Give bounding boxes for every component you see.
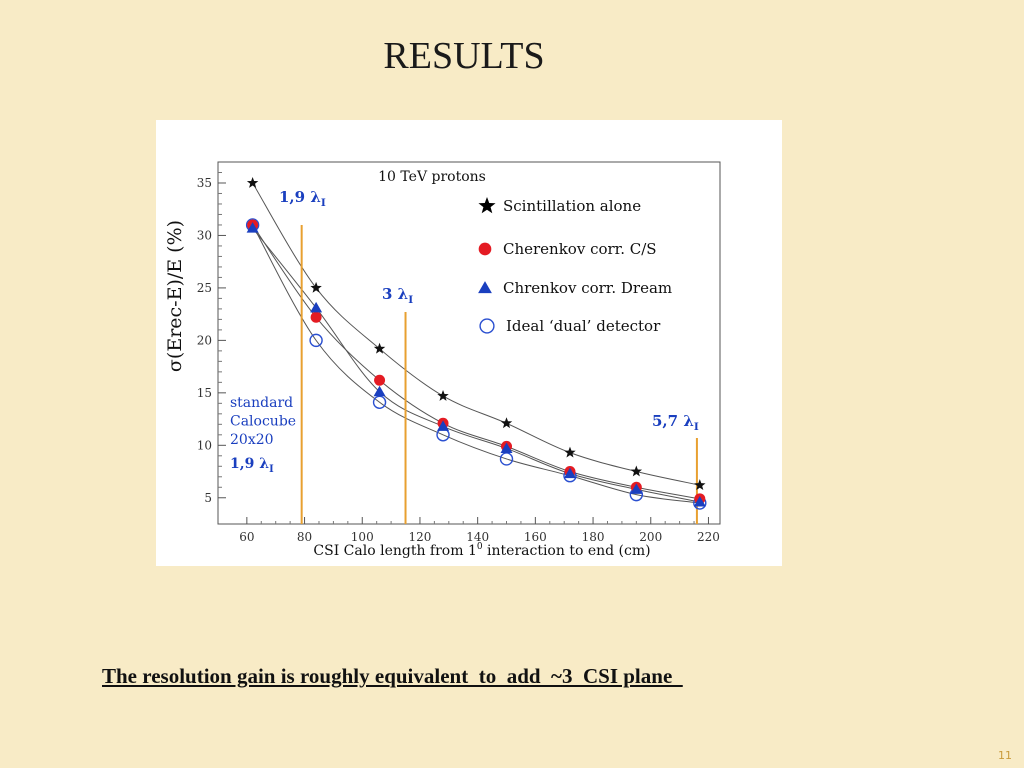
annotation-standard-calocube-line: Calocube — [230, 414, 296, 430]
data-point-triangle — [246, 222, 259, 233]
y-tick-label: 10 — [197, 438, 212, 452]
y-tick-label: 20 — [197, 333, 212, 347]
data-point-triangle — [563, 467, 576, 479]
annotation-standard-calocube-line: standard — [230, 395, 293, 411]
footer-statement: The resolution gain is roughly equivalen… — [102, 664, 683, 688]
y-tick-label: 30 — [197, 228, 212, 242]
legend-label: Ideal ‘dual’ detector — [506, 317, 661, 335]
data-point-star — [500, 417, 513, 429]
annotation-lambda-19: 1,9 λI — [279, 188, 326, 209]
y-tick-label: 15 — [197, 386, 212, 400]
legend-label: Scintillation alone — [503, 197, 641, 215]
legend-label: Chrenkov corr. Dream — [503, 279, 672, 297]
data-point-triangle — [693, 495, 706, 507]
legend-label: Cherenkov corr. C/S — [503, 240, 657, 258]
data-point-star — [373, 342, 386, 354]
y-tick-label: 5 — [204, 491, 212, 505]
resolution-chart: 60 80 100 120 140 160 180 200 220 5 10 15 20 25 30 35 S… — [197, 161, 721, 559]
x-tick-label: 180 — [582, 530, 605, 544]
y-tick-label: 35 — [197, 176, 212, 190]
x-tick-label: 60 — [239, 530, 254, 544]
chart-title: 10 TeV protons — [378, 169, 486, 185]
x-tick-label: 100 — [351, 530, 374, 544]
data-point-open-circle — [309, 333, 323, 348]
series-line-2 — [252, 227, 700, 503]
legend-marker — [478, 242, 492, 256]
x-tick-label: 200 — [639, 530, 662, 544]
legend-marker — [478, 197, 496, 214]
series-line-3 — [252, 224, 700, 504]
annotation-lambda-3: 3 λI — [382, 285, 413, 306]
x-tick-label: 220 — [697, 530, 720, 544]
chart-container: 60 80 100 120 140 160 180 200 220 5 10 15 20 25 30 35 S… — [156, 120, 782, 566]
x-tick-label: 80 — [297, 530, 312, 544]
plot-frame — [217, 161, 721, 525]
annotation-lambda-19-small: 1,9 λI — [230, 456, 274, 475]
data-point-star — [437, 389, 449, 401]
x-tick-label: 160 — [524, 530, 547, 544]
x-tick-label: 140 — [466, 530, 489, 544]
data-point-star — [246, 176, 259, 188]
data-point-triangle — [630, 483, 643, 494]
legend-marker — [479, 318, 495, 334]
data-point-triangle — [500, 442, 513, 453]
annotation-lambda-57: 5,7 λI — [652, 412, 699, 433]
y-tick-label: 25 — [197, 281, 212, 295]
page-number: 11 — [998, 749, 1012, 762]
x-tick-label: 120 — [409, 530, 432, 544]
data-point-circle — [374, 374, 386, 386]
data-point-triangle — [310, 301, 323, 313]
y-axis-label: σ(Erec-E)/E (%) — [164, 219, 186, 373]
data-point-triangle — [373, 385, 386, 397]
slide-title: RESULTS — [383, 35, 545, 77]
legend-marker — [478, 281, 492, 294]
data-point-star — [694, 479, 706, 491]
data-point-circle — [310, 311, 322, 323]
annotation-standard-calocube-line: 20x20 — [230, 432, 274, 448]
data-point-star — [630, 465, 643, 477]
data-point-triangle — [437, 420, 450, 431]
data-point-star — [310, 281, 322, 293]
series-line-1 — [252, 224, 700, 500]
x-axis-label: CSI Calo length from 10 interaction to e… — [313, 542, 650, 559]
data-point-star — [564, 446, 576, 458]
